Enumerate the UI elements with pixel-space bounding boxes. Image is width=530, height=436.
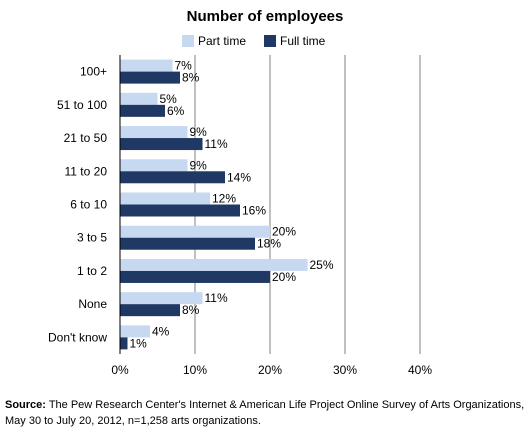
bar-part-time xyxy=(120,126,188,139)
x-tick-label: 20% xyxy=(258,363,282,377)
bar-part-time xyxy=(120,258,308,271)
bar-part-time xyxy=(120,192,210,205)
bar-full-time xyxy=(120,337,128,350)
data-label-full-time: 16% xyxy=(242,204,266,218)
category-label: 11 to 20 xyxy=(65,164,108,178)
data-label-full-time: 8% xyxy=(182,71,200,85)
data-label-part-time: 5% xyxy=(160,92,178,106)
legend-swatch-part-time xyxy=(182,35,194,47)
bar-part-time xyxy=(120,292,203,305)
x-tick-label: 30% xyxy=(333,363,357,377)
bar-full-time xyxy=(120,71,180,84)
legend-label-part-time: Part time xyxy=(198,34,247,48)
data-label-full-time: 6% xyxy=(167,104,185,118)
data-label-full-time: 8% xyxy=(182,303,200,317)
data-label-part-time: 4% xyxy=(152,324,170,338)
legend-label-full-time: Full time xyxy=(280,34,326,48)
category-label: 21 to 50 xyxy=(64,131,108,145)
data-label-part-time: 20% xyxy=(272,225,296,239)
bar-full-time xyxy=(120,304,180,317)
data-label-full-time: 20% xyxy=(272,270,296,284)
bar-full-time xyxy=(120,237,255,250)
bar-part-time xyxy=(120,225,270,238)
legend-item-full-time: Full time xyxy=(264,34,325,48)
bar-full-time xyxy=(120,138,203,151)
x-tick-label: 0% xyxy=(111,363,129,377)
category-label: 1 to 2 xyxy=(77,264,107,278)
category-label: 3 to 5 xyxy=(77,231,107,245)
bar-full-time xyxy=(120,104,165,117)
data-label-part-time: 9% xyxy=(190,125,208,139)
legend-swatch-full-time xyxy=(264,35,276,47)
data-label-full-time: 18% xyxy=(257,237,281,251)
source-label: Source: xyxy=(5,399,46,411)
bar-full-time xyxy=(120,204,240,217)
data-label-full-time: 14% xyxy=(227,170,251,184)
category-label: 51 to 100 xyxy=(57,98,107,112)
x-tick-label: 40% xyxy=(408,363,432,377)
category-label: 6 to 10 xyxy=(70,198,107,212)
bar-part-time xyxy=(120,325,150,338)
data-label-part-time: 9% xyxy=(190,158,208,172)
bar-full-time xyxy=(120,171,225,184)
category-label: Don't know xyxy=(48,330,107,344)
bar-chart: 0% 10% 20% 30% 40%7%8%100+5%6%51 to 1009%11%… xyxy=(48,55,432,377)
bar-part-time xyxy=(120,92,158,105)
bar-full-time xyxy=(120,270,270,283)
data-label-part-time: 25% xyxy=(310,258,334,272)
bar-part-time xyxy=(120,59,173,72)
chart-title: Number of employees xyxy=(186,8,344,25)
data-label-full-time: 1% xyxy=(130,336,148,350)
data-label-part-time: 7% xyxy=(175,59,193,73)
source-text: The Pew Research Center's Internet & Ame… xyxy=(5,399,525,427)
bar-part-time xyxy=(120,159,188,172)
data-label-full-time: 11% xyxy=(205,137,228,151)
data-label-part-time: 11% xyxy=(205,291,228,305)
category-label: 100+ xyxy=(80,65,107,79)
x-tick-label: 10% xyxy=(183,363,207,377)
category-label: None xyxy=(78,297,107,311)
legend-item-part-time: Part time xyxy=(182,34,246,48)
data-label-part-time: 12% xyxy=(212,192,236,206)
source-note: Source: The Pew Research Center's Intern… xyxy=(5,397,525,429)
